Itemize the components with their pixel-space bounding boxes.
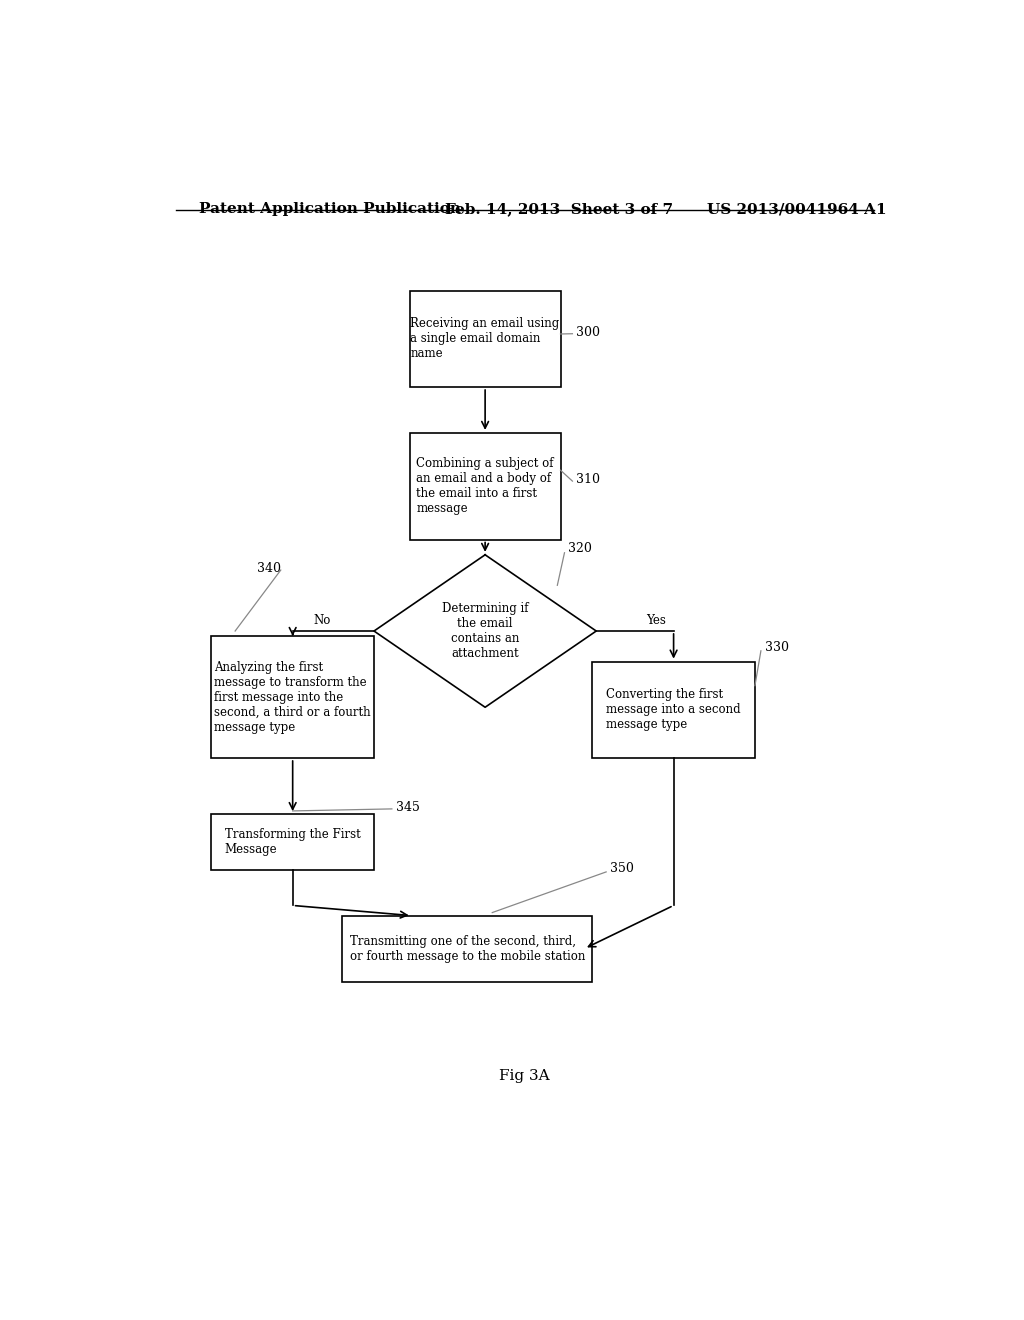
FancyBboxPatch shape bbox=[211, 636, 374, 758]
Text: Converting the first
message into a second
message type: Converting the first message into a seco… bbox=[606, 688, 741, 731]
FancyBboxPatch shape bbox=[410, 290, 560, 387]
Text: Determining if
the email
contains an
attachment: Determining if the email contains an att… bbox=[442, 602, 528, 660]
FancyBboxPatch shape bbox=[410, 433, 560, 540]
Text: 300: 300 bbox=[577, 326, 600, 339]
Text: Feb. 14, 2013  Sheet 3 of 7: Feb. 14, 2013 Sheet 3 of 7 bbox=[445, 202, 674, 216]
Text: 320: 320 bbox=[568, 541, 592, 554]
Text: Patent Application Publication: Patent Application Publication bbox=[200, 202, 462, 216]
Text: No: No bbox=[313, 614, 331, 627]
Text: Receiving an email using
a single email domain
name: Receiving an email using a single email … bbox=[411, 317, 560, 360]
Text: Combining a subject of
an email and a body of
the email into a first
message: Combining a subject of an email and a bo… bbox=[417, 457, 554, 515]
Text: Transmitting one of the second, third,
or fourth message to the mobile station: Transmitting one of the second, third, o… bbox=[349, 935, 585, 962]
Text: 330: 330 bbox=[765, 642, 788, 653]
Text: Fig 3A: Fig 3A bbox=[500, 1069, 550, 1084]
Text: 310: 310 bbox=[577, 473, 600, 486]
Text: Yes: Yes bbox=[646, 614, 666, 627]
Text: Transforming the First
Message: Transforming the First Message bbox=[225, 828, 360, 855]
Text: 345: 345 bbox=[396, 801, 420, 814]
FancyBboxPatch shape bbox=[592, 661, 755, 758]
FancyBboxPatch shape bbox=[342, 916, 592, 982]
Text: 340: 340 bbox=[257, 562, 281, 576]
Text: 350: 350 bbox=[610, 862, 634, 875]
FancyBboxPatch shape bbox=[211, 814, 374, 870]
Text: US 2013/0041964 A1: US 2013/0041964 A1 bbox=[708, 202, 887, 216]
Text: Analyzing the first
message to transform the
first message into the
second, a th: Analyzing the first message to transform… bbox=[214, 660, 371, 734]
